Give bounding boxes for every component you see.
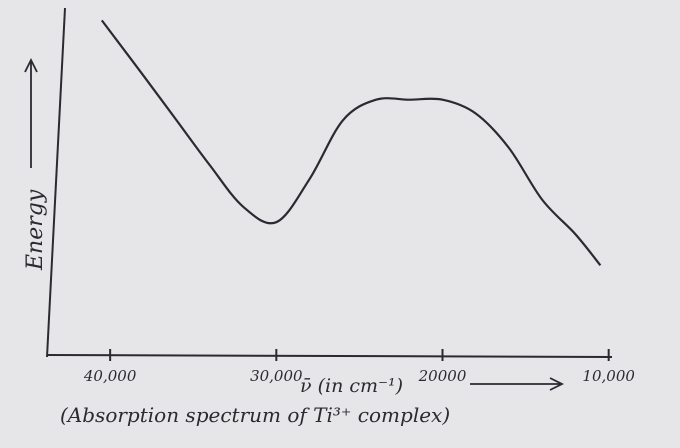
x-axis-label: ν̄ (in cm⁻¹) xyxy=(300,375,403,397)
x-axis xyxy=(46,354,613,358)
x-arrow xyxy=(470,377,565,391)
y-axis-label: Energy xyxy=(23,189,48,271)
x-tick-label: 10,000 xyxy=(582,367,635,385)
caption: (Absorption spectrum of Ti³⁺ complex) xyxy=(60,403,450,427)
spectrum-line xyxy=(100,19,602,266)
x-tick-label: 40,000 xyxy=(83,367,137,385)
y-axis xyxy=(46,7,66,358)
x-tick-label: 20000 xyxy=(418,367,467,385)
y-arrow xyxy=(24,57,38,168)
x-tick-label: 30,000 xyxy=(250,367,303,385)
